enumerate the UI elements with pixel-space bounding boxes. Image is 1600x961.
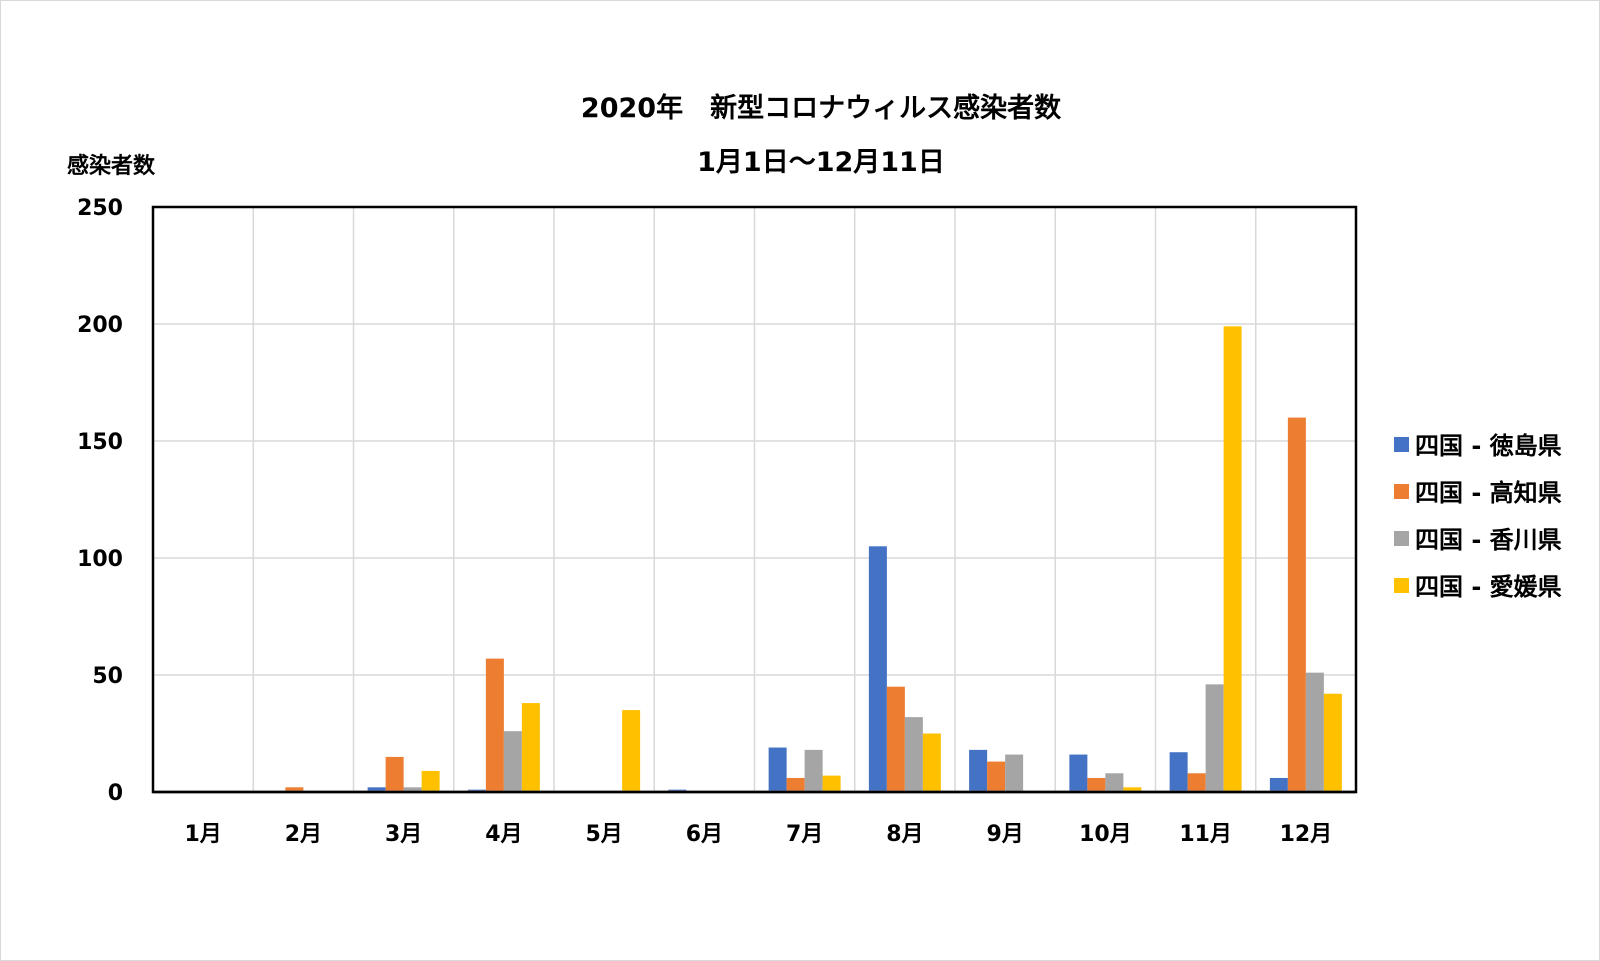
bar — [1287, 417, 1306, 792]
bar — [886, 686, 905, 792]
legend-swatch — [1394, 437, 1409, 452]
chart-subtitle: 1月1日～12月11日 — [697, 147, 945, 178]
legend-label: 四国 - 香川県 — [1415, 526, 1562, 554]
y-tick-label: 100 — [77, 547, 123, 572]
y-tick-label: 200 — [77, 313, 123, 338]
x-tick-label: 8月 — [886, 822, 923, 847]
bar — [1105, 773, 1124, 792]
bar — [1187, 773, 1206, 792]
legend-swatch — [1394, 531, 1409, 546]
x-tick-label: 5月 — [585, 822, 622, 847]
bars — [285, 326, 1342, 792]
bar — [822, 775, 841, 792]
bar — [786, 777, 805, 792]
x-tick-label: 11月 — [1179, 822, 1232, 847]
bar — [403, 787, 422, 792]
bar — [904, 717, 923, 792]
bar — [1269, 777, 1288, 792]
legend-label: 四国 - 愛媛県 — [1415, 573, 1562, 601]
bar — [922, 733, 941, 792]
legend-swatch — [1394, 484, 1409, 499]
bar — [969, 749, 988, 792]
legend-label: 四国 - 徳島県 — [1415, 432, 1562, 460]
bar — [1223, 326, 1242, 792]
bar — [367, 787, 386, 792]
legend-swatch — [1394, 578, 1409, 593]
x-tick-label: 7月 — [786, 822, 823, 847]
x-tick-label: 10月 — [1079, 822, 1132, 847]
bar — [768, 747, 787, 792]
bar — [868, 546, 887, 792]
bar — [987, 761, 1006, 792]
bar — [1169, 752, 1188, 792]
bar — [485, 658, 504, 792]
bar — [1205, 684, 1224, 792]
y-axis-label: 感染者数 — [67, 153, 156, 179]
y-tick-label: 50 — [92, 664, 123, 689]
legend-label: 四国 - 高知県 — [1415, 479, 1562, 507]
bar — [1323, 693, 1342, 792]
bar — [622, 710, 641, 792]
chart-title: 2020年 新型コロナウィルス感染者数 — [581, 92, 1062, 124]
axes — [151, 205, 1358, 794]
bar — [1005, 754, 1024, 792]
y-tick-label: 250 — [77, 196, 123, 221]
y-tick-label: 150 — [77, 430, 123, 455]
x-tick-label: 6月 — [686, 822, 723, 847]
x-tick-label: 9月 — [986, 822, 1023, 847]
bar — [1123, 787, 1142, 792]
bar — [804, 749, 823, 792]
x-tick-label: 1月 — [184, 822, 221, 847]
bar — [1305, 672, 1324, 792]
bar — [503, 731, 522, 792]
bar — [1069, 754, 1088, 792]
bar — [1087, 777, 1106, 792]
plot-area-border — [151, 205, 1358, 794]
x-tick-labels: 1月 2月 3月 4月 5月 6月 7月 8月 9月 10月 11月 12月 — [184, 822, 1332, 847]
x-tick-label: 12月 — [1280, 822, 1333, 847]
bar — [521, 703, 540, 792]
y-tick-labels: 0 50 100 150 200 250 — [77, 196, 123, 806]
y-tick-label: 0 — [108, 781, 123, 806]
bar — [285, 787, 304, 792]
x-tick-label: 3月 — [385, 822, 422, 847]
bar — [421, 770, 440, 792]
x-tick-label: 4月 — [485, 822, 522, 847]
bar — [385, 756, 404, 792]
x-tick-label: 2月 — [285, 822, 322, 847]
gridlines — [153, 206, 1356, 793]
